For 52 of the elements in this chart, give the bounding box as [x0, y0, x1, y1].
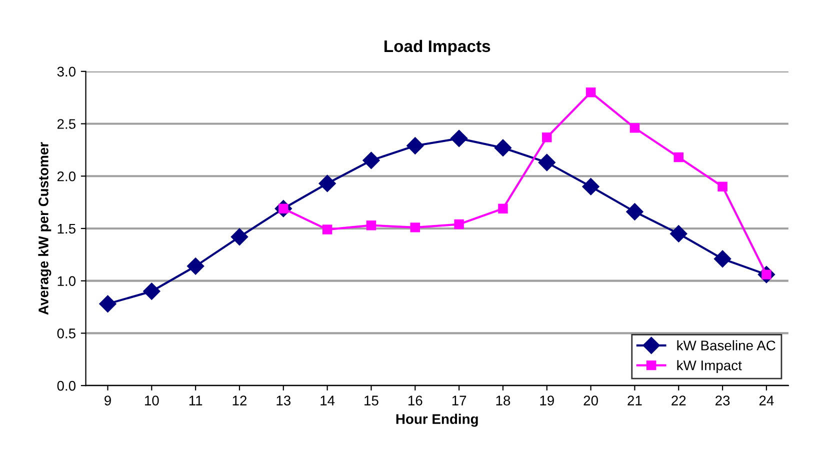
- y-axis-title: Average kW per Customer: [38, 142, 52, 315]
- point: [143, 282, 160, 300]
- y-tick-label: 2.5: [57, 119, 76, 129]
- x-tick-label: 9: [104, 396, 111, 406]
- point: [714, 250, 732, 268]
- y-tick-label: 1.5: [58, 224, 76, 234]
- x-tick-label: 12: [232, 396, 247, 406]
- point: [406, 137, 424, 154]
- point: [670, 225, 688, 242]
- y-tick-label: 0.5: [57, 328, 76, 338]
- x-tick-label: 11: [189, 396, 202, 406]
- x-tick-label: 10: [144, 396, 159, 406]
- point: [366, 220, 376, 230]
- point: [99, 295, 116, 312]
- point: [318, 174, 336, 192]
- y-tick-label: 1.0: [58, 276, 76, 286]
- y-tick-label: 0.0: [57, 380, 76, 391]
- x-tick-label: 17: [452, 396, 466, 406]
- x-tick-label: 24: [759, 396, 774, 406]
- point: [586, 87, 596, 98]
- x-tick-label: 22: [672, 396, 686, 406]
- x-tick-label: 20: [584, 396, 598, 406]
- x-tick-label: 13: [276, 396, 291, 406]
- x-tick-label: 19: [540, 396, 554, 406]
- y-tick-label: 2.0: [57, 171, 76, 182]
- point: [582, 178, 600, 196]
- x-tick-label: 15: [364, 396, 378, 406]
- chart-title: Load Impacts: [384, 40, 490, 56]
- point: [230, 228, 248, 246]
- point: [450, 130, 468, 147]
- point: [542, 132, 552, 142]
- x-tick-label: 14: [320, 396, 335, 406]
- point: [630, 123, 640, 133]
- point: [498, 204, 508, 214]
- point: [187, 258, 204, 275]
- point: [362, 152, 380, 169]
- x-tick-label: 18: [496, 396, 510, 406]
- point: [410, 222, 420, 232]
- x-tick-label: 21: [628, 396, 642, 406]
- legend-label: kW Baseline AC: [677, 340, 776, 350]
- point: [322, 224, 332, 234]
- x-axis-title: Hour Ending: [396, 414, 478, 427]
- point: [538, 154, 556, 172]
- x-tick-label: 23: [716, 396, 730, 406]
- y-tick-label: 3.0: [57, 66, 76, 77]
- point: [718, 182, 728, 192]
- point: [626, 203, 644, 220]
- point: [454, 219, 464, 230]
- point: [494, 139, 512, 156]
- x-tick-label: 16: [408, 396, 422, 406]
- legend-label: kW Impact: [677, 360, 742, 374]
- point: [674, 152, 684, 162]
